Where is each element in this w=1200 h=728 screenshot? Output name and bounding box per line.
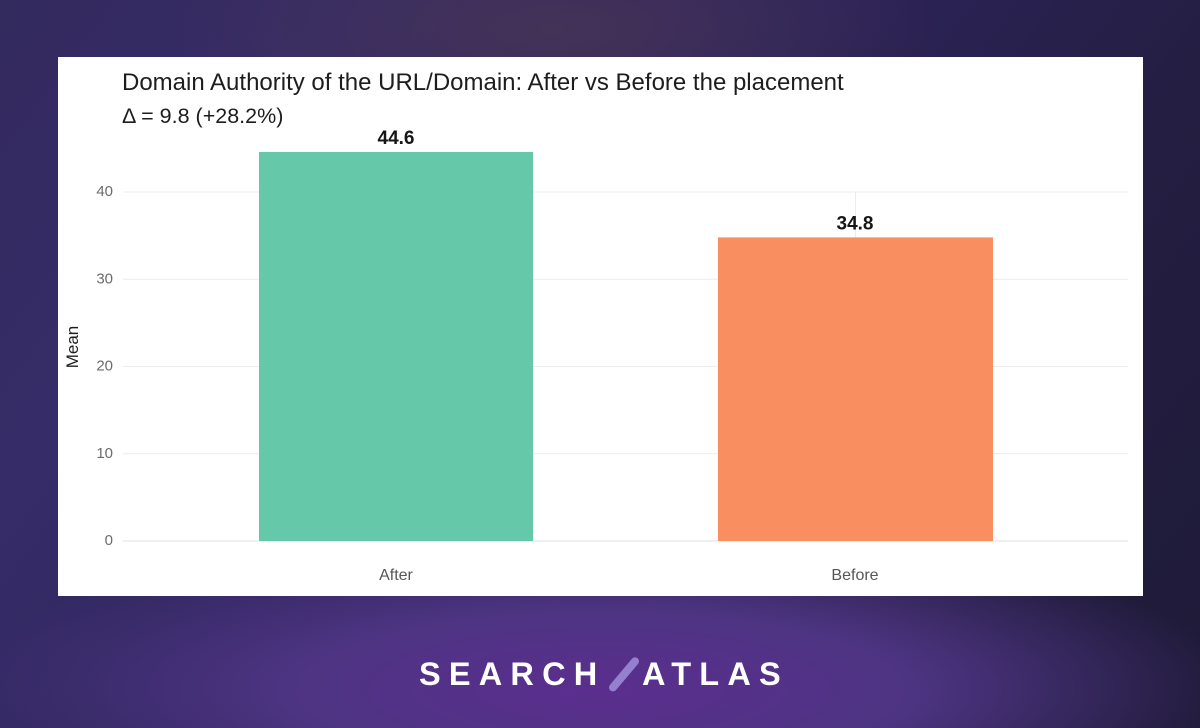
svg-text:34.8: 34.8 — [837, 214, 874, 235]
svg-text:0: 0 — [105, 532, 113, 549]
svg-text:ATLAS: ATLAS — [642, 656, 789, 692]
svg-text:Before: Before — [831, 567, 878, 584]
svg-text:20: 20 — [96, 358, 113, 375]
svg-text:SEARCH: SEARCH — [419, 656, 605, 692]
svg-text:After: After — [379, 567, 413, 584]
svg-text:44.6: 44.6 — [378, 128, 415, 149]
svg-text:Mean: Mean — [63, 326, 82, 369]
svg-text:10: 10 — [96, 445, 113, 462]
svg-text:30: 30 — [96, 270, 113, 287]
svg-text:40: 40 — [96, 183, 113, 200]
